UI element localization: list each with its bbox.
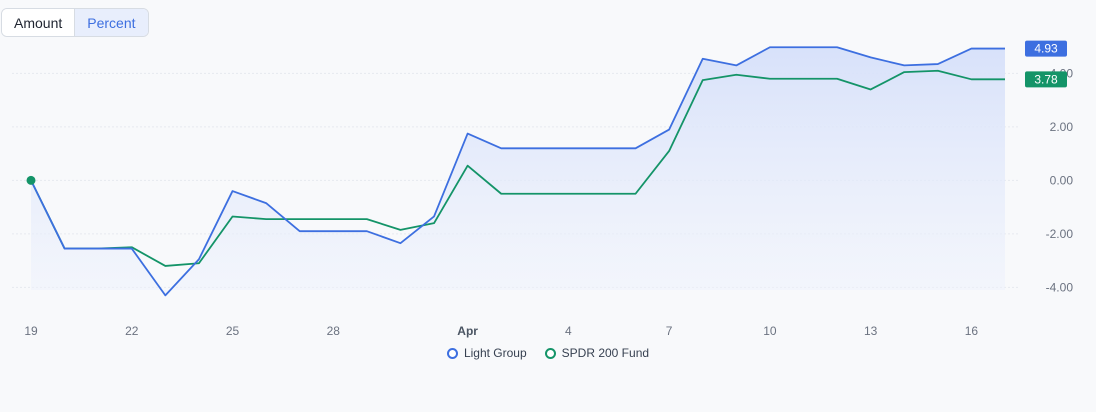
x-tick-label: 22 — [125, 324, 139, 338]
y-tick-label: 0.00 — [1050, 173, 1074, 187]
last-value-badge: 3.78 — [1025, 71, 1067, 88]
percent-button[interactable]: Percent — [74, 9, 148, 36]
x-tick-label: 25 — [226, 324, 240, 338]
badge-background — [1025, 40, 1067, 57]
legend-label-spdr-200-fund: SPDR 200 Fund — [561, 346, 650, 360]
legend-swatch-spdr-200-fund — [544, 347, 556, 359]
x-tick-label: 10 — [763, 324, 777, 338]
x-tick-label: 28 — [327, 324, 341, 338]
badge-background — [1025, 71, 1067, 88]
x-tick-label: 7 — [666, 324, 673, 338]
y-tick-label: -4.00 — [1046, 280, 1074, 294]
view-toggle: Amount Percent — [1, 8, 149, 37]
chart-legend: Light Group SPDR 200 Fund — [0, 346, 1096, 360]
badge-label: 4.93 — [1034, 42, 1058, 56]
last-value-badge: 4.93 — [1025, 40, 1067, 57]
x-tick-label: 4 — [565, 324, 572, 338]
legend-label-light-group: Light Group — [463, 346, 527, 360]
amount-button[interactable]: Amount — [2, 9, 75, 36]
y-tick-label: 2.00 — [1050, 120, 1074, 134]
y-tick-label: -2.00 — [1046, 227, 1074, 241]
legend-item-light-group[interactable]: Light Group — [446, 346, 527, 360]
x-tick-label: 16 — [965, 324, 979, 338]
legend-item-spdr-200-fund[interactable]: SPDR 200 Fund — [544, 346, 650, 360]
x-tick-label: 13 — [864, 324, 878, 338]
x-tick-label: 19 — [24, 324, 38, 338]
start-point-marker — [26, 175, 36, 185]
legend-swatch-light-group — [446, 347, 458, 359]
series-line-light-group — [30, 46, 1005, 297]
area-fill — [31, 47, 1005, 296]
x-tick-label: Apr — [457, 324, 478, 338]
badge-label: 3.78 — [1034, 72, 1058, 86]
series-line-spdr-200-fund — [30, 69, 1005, 267]
